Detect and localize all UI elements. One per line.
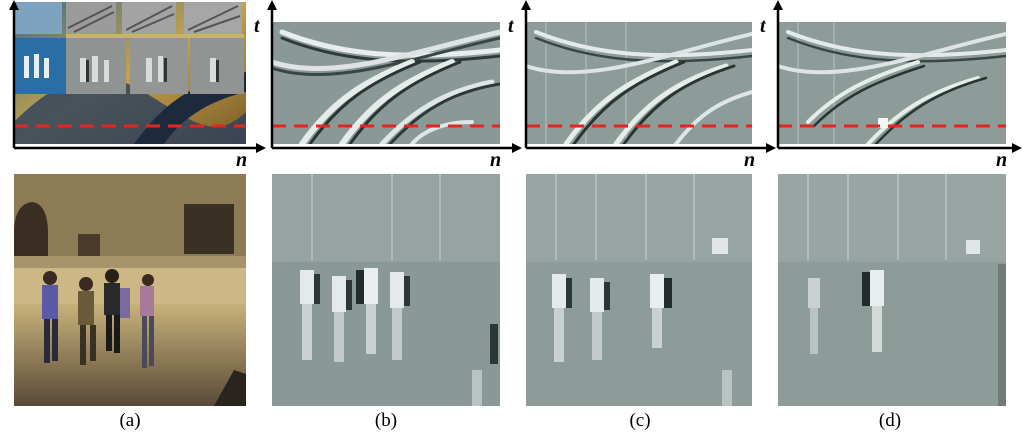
event-slice-b [272,22,500,144]
axis-a [9,0,266,153]
event-slice-c [526,22,752,144]
n-axis-label-b: n [490,149,502,171]
t-axis-label-d: t [760,15,766,37]
caption-c: (c) [629,410,651,431]
slice-image-a [14,2,246,144]
rgb-photo-a [14,174,246,406]
n-axis-label-c: n [744,149,756,171]
event-frame-d [778,174,1006,406]
t-axis-label-b: t [254,15,260,37]
caption-d: (d) [878,410,902,431]
axis-c [521,0,776,153]
n-axis-label-a: n [236,149,248,171]
t-axis-label-c: t [508,15,514,37]
axis-b [267,0,522,153]
event-frame-c [526,174,752,406]
axis-d [773,0,1022,153]
n-axis-label-d: n [996,149,1008,171]
caption-a: (a) [119,410,141,431]
caption-b: (b) [374,410,398,431]
event-frame-b [272,174,500,406]
event-slice-d [778,22,1006,144]
